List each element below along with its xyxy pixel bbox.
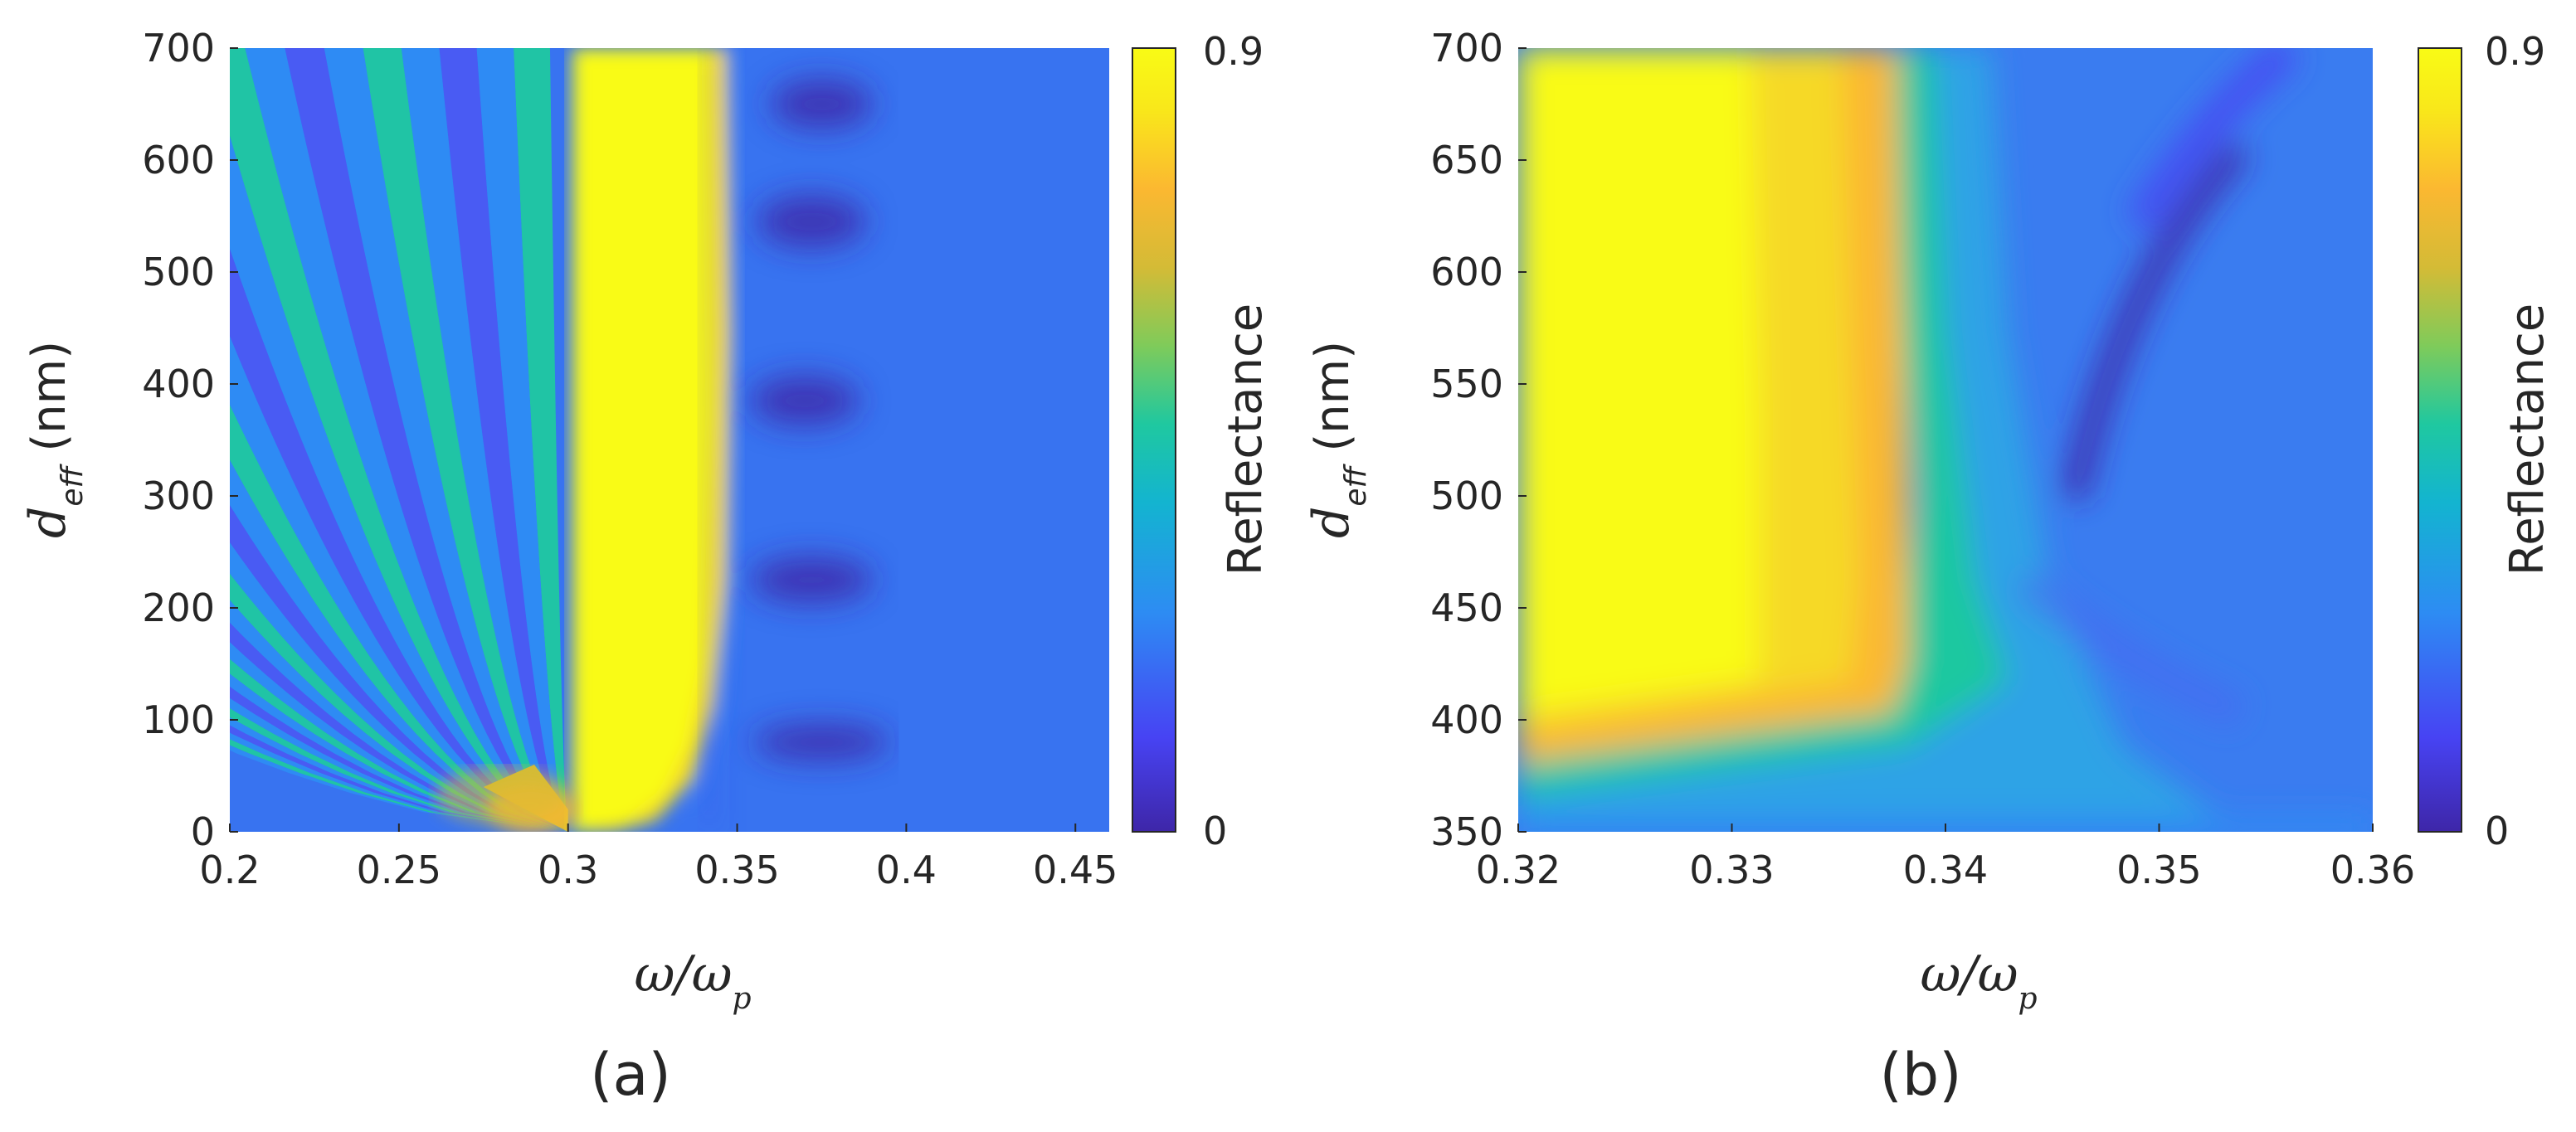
panel-a: 0.9 0 Reflectance 0.2 0.25 0.3 0.35 0.4 0.45 … xyxy=(19,26,1273,1109)
reflectance-minimum xyxy=(757,195,866,249)
x-tick-label-a: 0.25 xyxy=(357,848,441,892)
y-tick-label-a: 500 xyxy=(142,250,215,294)
fringe-band xyxy=(401,48,568,832)
y-axis-label-a-sub: eff xyxy=(56,463,90,506)
x-axis-label-a: ω/ωp xyxy=(634,945,751,1016)
x-tick-label-b: 0.34 xyxy=(1903,848,1988,892)
heatmap-b xyxy=(1518,48,2373,832)
fringe-band xyxy=(363,48,568,832)
colorbar-a-title: Reflectance xyxy=(1219,304,1273,576)
panel-b: 0.9 0 Reflectance 0.32 0.33 0.34 0.35 0.36 3… xyxy=(1303,26,2554,1109)
x-tick-label-b: 0.35 xyxy=(2116,848,2201,892)
fringe-band xyxy=(439,48,568,832)
y-axis-label-b-unit: (nm) xyxy=(1306,341,1360,467)
reflectance-minimum xyxy=(753,724,889,760)
x-axis-label-b-sub: p xyxy=(2018,982,2038,1016)
fringe-band xyxy=(230,48,568,832)
y-axis-label-b: deff (nm) xyxy=(1303,341,1373,538)
fringe-band xyxy=(324,48,568,832)
reflectance-minimum xyxy=(750,376,859,426)
x-tick-label-a: 0.2 xyxy=(199,848,260,892)
x-tick-label-a: 0.3 xyxy=(538,848,598,892)
y-tick-label-a: 0 xyxy=(191,809,215,854)
y-axis-label-b-sub: eff xyxy=(1339,463,1373,506)
y-tick-label-b: 400 xyxy=(1430,697,1503,742)
y-tick-label-a: 600 xyxy=(142,138,215,182)
fringe-band xyxy=(514,48,568,832)
colorbar-b-title: Reflectance xyxy=(2501,304,2554,576)
x-axis-label-b-main: ω/ω xyxy=(1920,945,2018,1003)
panel-label-b: (b) xyxy=(1879,1041,1961,1109)
y-tick-label-a: 700 xyxy=(142,26,215,70)
y-tick-label-b: 700 xyxy=(1430,26,1503,70)
y-tick-label-a: 200 xyxy=(142,585,215,630)
y-axis-label-a: deff (nm) xyxy=(19,341,90,538)
heatmap-a-minima xyxy=(706,48,889,832)
x-tick-label-b: 0.36 xyxy=(2330,848,2415,892)
colorbar-a xyxy=(1132,47,1176,833)
y-tick-label-b: 600 xyxy=(1430,250,1503,294)
y-tick-label-b: 650 xyxy=(1430,138,1503,182)
x-ticks-b: 0.32 0.33 0.34 0.35 0.36 xyxy=(1476,823,2415,892)
y-tick-label-b: 550 xyxy=(1430,362,1503,406)
y-tick-label-a: 300 xyxy=(142,474,215,518)
y-tick-label-b: 350 xyxy=(1430,809,1503,854)
panel-label-a: (a) xyxy=(590,1041,671,1109)
narrow-dip xyxy=(706,48,712,832)
reflectance-minimum xyxy=(771,79,873,129)
heatmap-a xyxy=(230,48,1109,832)
x-tick-label-a: 0.35 xyxy=(694,848,779,892)
x-axis-label-a-sub: p xyxy=(733,982,752,1016)
fringe-band xyxy=(285,48,568,832)
y-ticks-a: 0 100 200 300 400 500 600 700 xyxy=(142,26,238,854)
y-tick-label-a: 100 xyxy=(142,697,215,742)
colorbar-b xyxy=(2418,47,2462,833)
colorbar-a-min-label: 0 xyxy=(1203,809,1227,853)
x-tick-label-a: 0.45 xyxy=(1033,848,1118,892)
y-tick-label-b: 500 xyxy=(1430,474,1503,518)
x-ticks-a: 0.2 0.25 0.3 0.35 0.4 0.45 xyxy=(199,823,1118,892)
colorbar-b-min-label: 0 xyxy=(2485,809,2509,853)
reflectance-minimum xyxy=(750,556,873,604)
y-axis-label-a-unit: (nm) xyxy=(22,341,76,467)
y-tick-label-b: 450 xyxy=(1430,585,1503,630)
colorbar-a-max-label: 0.9 xyxy=(1203,29,1264,74)
y-tick-label-a: 400 xyxy=(142,362,215,406)
colorbar-b-max-label: 0.9 xyxy=(2485,29,2545,74)
x-axis-label-a-main: ω/ω xyxy=(634,945,732,1003)
x-tick-label-b: 0.32 xyxy=(1476,848,1561,892)
x-axis-label-b: ω/ωp xyxy=(1920,945,2037,1016)
y-axis-label-b-main: d xyxy=(1303,507,1361,538)
y-ticks-b: 350 400 450 500 550 600 650 700 xyxy=(1430,26,1527,854)
heatmap-a-band xyxy=(572,48,737,832)
x-tick-label-b: 0.33 xyxy=(1689,848,1774,892)
heatmap-a-origin-glow xyxy=(436,767,577,832)
y-axis-label-a-main: d xyxy=(19,507,77,538)
fringe-band xyxy=(245,48,568,832)
fringe-band xyxy=(476,48,568,832)
x-tick-label-a: 0.4 xyxy=(876,848,937,892)
heatmap-a-fringes xyxy=(230,48,568,832)
